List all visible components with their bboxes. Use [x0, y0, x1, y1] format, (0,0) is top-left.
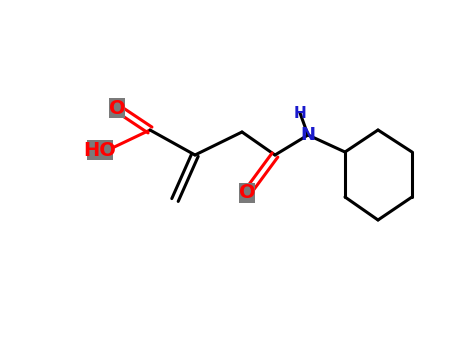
Text: HO: HO — [84, 140, 116, 160]
Text: N: N — [300, 126, 315, 144]
Text: O: O — [239, 183, 255, 203]
Bar — [87, 140, 113, 160]
Bar — [239, 183, 255, 203]
Text: H: H — [293, 105, 306, 120]
Text: O: O — [109, 98, 125, 118]
Bar — [109, 98, 125, 118]
